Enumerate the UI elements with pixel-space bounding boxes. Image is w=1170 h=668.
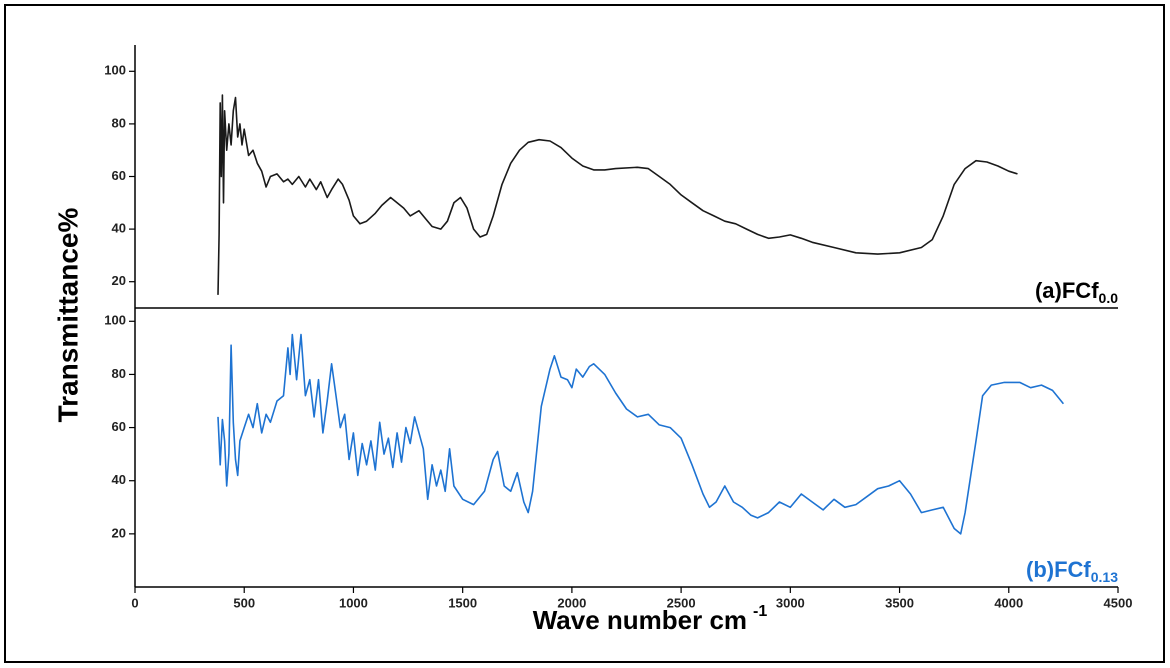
x-tick-label: 2000 [557, 595, 586, 610]
x-axis-label: Wave number cm -1 [533, 603, 768, 635]
y-tick-label: 100 [104, 63, 126, 78]
spectrum-line [217, 333, 1065, 535]
x-tick-label: 0 [131, 595, 138, 610]
y-tick-label: 40 [112, 221, 126, 236]
panel-label-text: (a)FCf [1035, 278, 1099, 303]
x-tick-label: 3000 [776, 595, 805, 610]
y-tick-label: 100 [104, 313, 126, 328]
x-tick-label: 3500 [885, 595, 914, 610]
x-tick-label: 1000 [339, 595, 368, 610]
x-tick-label: 2500 [667, 595, 696, 610]
frame [4, 4, 1165, 663]
panel-label-subscript: 0.13 [1091, 569, 1118, 585]
y-axis-label: Transmittance% [52, 208, 83, 423]
y-tick-label: 40 [112, 472, 126, 487]
y-tick-label: 60 [112, 168, 126, 183]
x-axis-label-superscript: -1 [753, 603, 767, 620]
y-tick-label: 20 [112, 525, 126, 540]
y-tick-label: 80 [112, 115, 126, 130]
panel-label: (a)FCf0.0 [1035, 278, 1118, 306]
x-tick-label: 500 [233, 595, 255, 610]
panel-label-subscript: 0.0 [1099, 290, 1119, 306]
y-tick-label: 60 [112, 419, 126, 434]
x-tick-label: 4000 [994, 595, 1023, 610]
y-tick-label: 80 [112, 366, 126, 381]
x-tick-label: 4500 [1104, 595, 1133, 610]
panel-label: (b)FCf0.13 [1026, 557, 1118, 585]
y-tick-label: 20 [112, 273, 126, 288]
panel-label-text: (b)FCf [1026, 557, 1091, 582]
x-tick-label: 1500 [448, 595, 477, 610]
x-axis-label-text: Wave number cm [533, 605, 747, 635]
spectrum-line [217, 94, 1018, 295]
